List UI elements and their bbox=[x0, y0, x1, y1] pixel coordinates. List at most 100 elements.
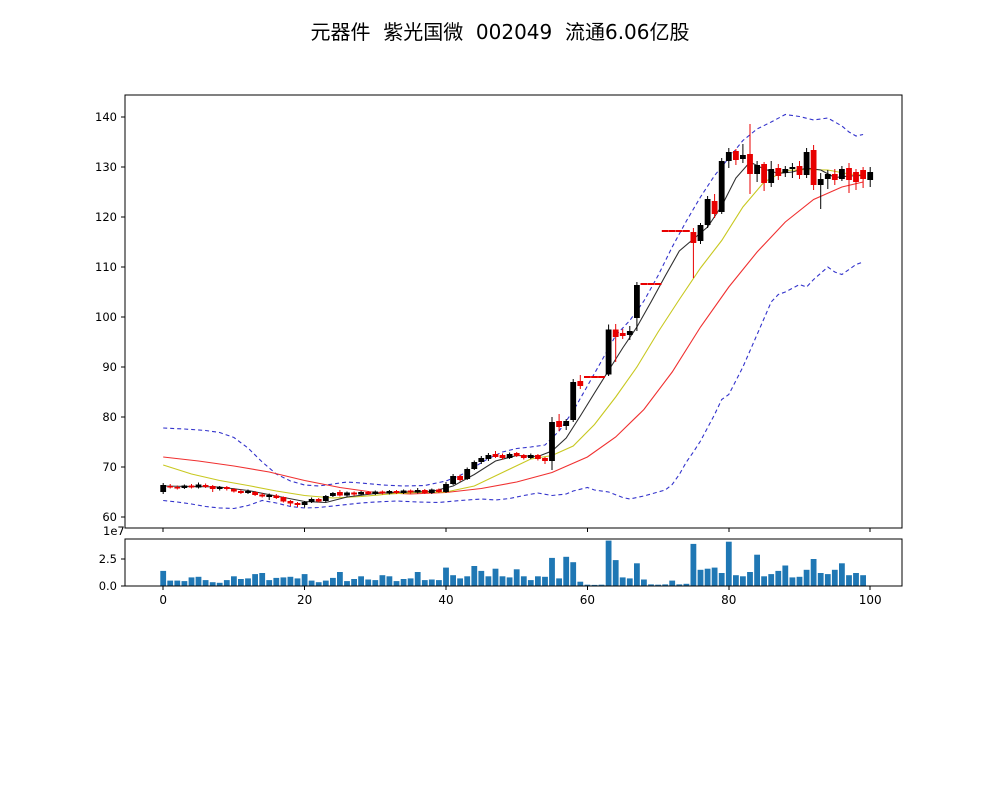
candle bbox=[740, 144, 746, 163]
volume-bar bbox=[598, 584, 605, 586]
candle bbox=[563, 419, 570, 430]
candle bbox=[216, 486, 223, 491]
candle bbox=[358, 491, 364, 496]
x-tick-label: 100 bbox=[859, 593, 882, 607]
candle bbox=[789, 163, 796, 178]
candle bbox=[619, 329, 626, 339]
volume-bar bbox=[245, 578, 251, 586]
volume-offset-label: 1e7 bbox=[103, 524, 125, 538]
volume-bar bbox=[386, 576, 393, 586]
ma-slow-line bbox=[163, 181, 864, 495]
candle bbox=[464, 467, 471, 480]
candle bbox=[761, 162, 767, 191]
volume-bar bbox=[542, 576, 548, 586]
candle bbox=[485, 453, 492, 461]
candle bbox=[421, 489, 428, 494]
candle bbox=[867, 167, 874, 187]
candle bbox=[535, 454, 541, 461]
volume-bar bbox=[457, 578, 463, 586]
volume-bar bbox=[337, 572, 343, 586]
volume-bar bbox=[287, 576, 294, 586]
volume-bar bbox=[216, 582, 223, 586]
volume-bar bbox=[831, 569, 838, 586]
y-tick-label: 90 bbox=[102, 360, 117, 374]
candle bbox=[711, 194, 718, 218]
candle bbox=[436, 488, 442, 493]
candle bbox=[556, 414, 562, 431]
candle bbox=[718, 158, 725, 214]
volume-plot bbox=[160, 540, 866, 586]
volume-bar bbox=[817, 573, 824, 586]
volume-bar bbox=[167, 580, 174, 586]
volume-bar bbox=[273, 577, 280, 586]
volume-bar bbox=[591, 584, 598, 586]
candle bbox=[393, 490, 400, 494]
candle bbox=[301, 501, 308, 508]
candle bbox=[202, 483, 209, 488]
main-x-axis-ticks bbox=[162, 528, 871, 532]
volume-bar bbox=[789, 577, 796, 586]
volume-x-axis-ticks: 0 20 40 60 80 100 bbox=[159, 586, 882, 607]
axes: 60 70 80 90 100 110 120 130 140 0.0 2.5 0 20 40 60 80 10… bbox=[95, 94, 903, 607]
candle bbox=[231, 488, 237, 493]
volume-bar bbox=[626, 578, 633, 586]
volume-bar bbox=[683, 583, 690, 586]
volume-bar bbox=[464, 576, 471, 586]
volume-bar bbox=[330, 577, 336, 586]
volume-bar bbox=[400, 579, 407, 586]
candle bbox=[259, 493, 266, 498]
volume-bar bbox=[697, 569, 704, 586]
candle bbox=[725, 148, 732, 168]
volume-bar bbox=[372, 580, 379, 586]
volume-bar bbox=[443, 567, 449, 586]
volume-bar bbox=[711, 567, 718, 586]
candle bbox=[322, 495, 329, 502]
candle bbox=[824, 170, 831, 189]
volume-bar bbox=[223, 580, 230, 586]
candle bbox=[690, 228, 697, 278]
volume-bar bbox=[436, 580, 442, 586]
candle bbox=[520, 454, 527, 460]
volume-bar bbox=[704, 568, 711, 586]
volume-bar bbox=[471, 566, 478, 586]
candle bbox=[407, 489, 414, 494]
candle bbox=[287, 500, 294, 506]
candle bbox=[365, 491, 372, 495]
candle bbox=[252, 491, 258, 496]
volume-bar bbox=[768, 574, 775, 586]
volume-bar bbox=[379, 575, 386, 586]
candle bbox=[195, 482, 202, 489]
volume-bar bbox=[733, 575, 739, 586]
candle bbox=[337, 490, 343, 497]
candle bbox=[160, 483, 167, 494]
candle bbox=[831, 169, 838, 185]
candle bbox=[499, 453, 506, 460]
volume-bar bbox=[421, 580, 428, 586]
volume-y-axis-ticks: 0.0 2.5 bbox=[99, 552, 125, 593]
volume-bar bbox=[209, 582, 216, 586]
volume-bar bbox=[563, 556, 570, 586]
candle bbox=[817, 173, 824, 209]
volume-bar bbox=[648, 584, 654, 586]
candle bbox=[612, 324, 619, 362]
y-tick-label: 60 bbox=[102, 510, 117, 524]
volume-bar bbox=[195, 576, 202, 586]
candle bbox=[754, 161, 760, 182]
volume-bar bbox=[259, 573, 266, 586]
volume-bar bbox=[485, 576, 492, 586]
volume-bar bbox=[414, 572, 421, 586]
volume-bar bbox=[527, 580, 534, 586]
volume-bar bbox=[782, 565, 789, 586]
x-tick-label: 60 bbox=[580, 593, 595, 607]
volume-bar bbox=[492, 568, 499, 586]
volume-bar bbox=[824, 574, 831, 586]
candle bbox=[506, 452, 513, 459]
volume-bar bbox=[358, 576, 364, 586]
y-tick-label: 140 bbox=[95, 110, 117, 124]
volume-bar bbox=[365, 579, 372, 586]
candle bbox=[308, 497, 315, 503]
volume-bar bbox=[351, 579, 357, 586]
volume-bar bbox=[839, 563, 845, 586]
candle bbox=[294, 502, 301, 507]
candle bbox=[443, 482, 449, 493]
